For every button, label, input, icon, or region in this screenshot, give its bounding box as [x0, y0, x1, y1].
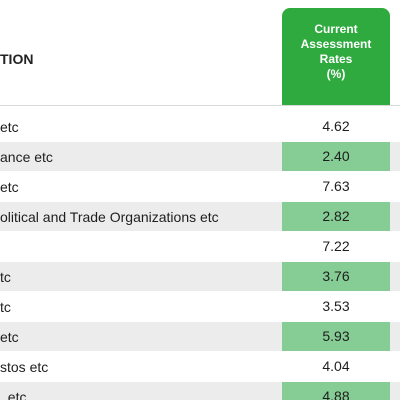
- row-rate: 2.82: [282, 202, 390, 231]
- row-label: tc: [0, 268, 11, 285]
- table-row: , etc 4.88: [0, 382, 400, 400]
- row-label: etc: [0, 328, 19, 345]
- rate-header-line-2: Assessment: [300, 37, 372, 51]
- row-rate: 3.53: [282, 292, 390, 321]
- row-rate: 3.76: [282, 262, 390, 291]
- table-row: stos etc 4.04: [0, 352, 400, 381]
- table-row: tc 3.53: [0, 292, 400, 321]
- description-column-header: TION: [0, 51, 34, 67]
- table-row: ance etc 2.40: [0, 142, 400, 171]
- table-row: olitical and Trade Organizations etc 2.8…: [0, 202, 400, 231]
- row-label: etc: [0, 178, 19, 195]
- table-row: etc 7.63: [0, 172, 400, 201]
- rate-header-line-4: (%): [326, 67, 346, 81]
- assessment-rate-column-header: Current Assessment Rates (%): [282, 8, 390, 105]
- rate-header-line-1: Current: [314, 22, 358, 36]
- table-row: tc 3.76: [0, 262, 400, 291]
- table-row: etc 4.62: [0, 112, 400, 141]
- table-row: etc 5.93: [0, 322, 400, 351]
- row-rate: 4.62: [282, 112, 390, 141]
- row-rate: 4.04: [282, 352, 390, 381]
- row-rate: 7.22: [282, 232, 390, 261]
- row-label: olitical and Trade Organizations etc: [0, 208, 219, 225]
- header-divider: [0, 105, 400, 106]
- row-label: ance etc: [0, 148, 53, 165]
- row-rate: 2.40: [282, 142, 390, 171]
- rate-header-line-3: Rates: [319, 52, 353, 66]
- row-rate: 5.93: [282, 322, 390, 351]
- row-label: stos etc: [0, 358, 49, 375]
- row-rate: 7.63: [282, 172, 390, 201]
- row-label: tc: [0, 298, 11, 315]
- row-label: , etc: [0, 388, 27, 400]
- table-row: 7.22: [0, 232, 400, 261]
- row-rate: 4.88: [282, 382, 390, 400]
- table-body: etc 4.62 ance etc 2.40 etc 7.63 olitical…: [0, 112, 400, 400]
- row-label: etc: [0, 118, 19, 135]
